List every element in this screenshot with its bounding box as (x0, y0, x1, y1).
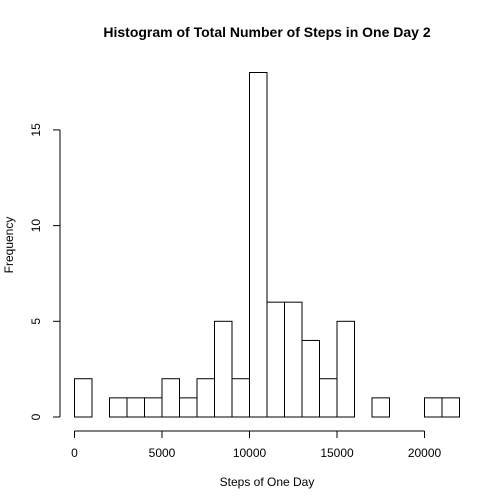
histogram-bar (301, 339, 320, 418)
y-tick-label: 5 (29, 318, 43, 325)
bars-group (74, 72, 460, 418)
x-tick-label: 5000 (149, 446, 176, 460)
histogram-bar (126, 397, 145, 418)
histogram-bar (214, 320, 233, 418)
histogram-bar (284, 301, 303, 418)
histogram-bar (371, 397, 390, 418)
histogram-bar (179, 397, 198, 418)
x-tick-label: 10000 (233, 446, 267, 460)
x-tick-label: 20000 (408, 446, 442, 460)
histogram-bar (249, 72, 268, 418)
x-tick-label: 15000 (320, 446, 354, 460)
x-axis: 0 5000 10000 15000 20000 (71, 430, 442, 460)
histogram-bar (441, 397, 460, 418)
x-tick-label: 0 (71, 446, 78, 460)
histogram-bar (336, 320, 355, 418)
y-tick-label: 10 (29, 219, 43, 233)
chart-title: Histogram of Total Number of Steps in On… (103, 24, 430, 40)
histogram-bar (74, 378, 93, 418)
histogram-bar (231, 378, 250, 418)
histogram-bar (196, 378, 215, 418)
histogram-bar (109, 397, 128, 418)
histogram-bar (266, 301, 285, 418)
y-axis: 0 5 10 15 (29, 123, 61, 420)
histogram-bar (319, 378, 338, 418)
histogram-bar (161, 378, 180, 418)
histogram-bar (144, 397, 163, 418)
y-tick-label: 15 (29, 123, 43, 137)
x-axis-label: Steps of One Day (220, 475, 315, 489)
y-tick-label: 0 (29, 413, 43, 420)
histogram-bar (424, 397, 443, 418)
y-axis-label: Frequency (2, 217, 16, 274)
